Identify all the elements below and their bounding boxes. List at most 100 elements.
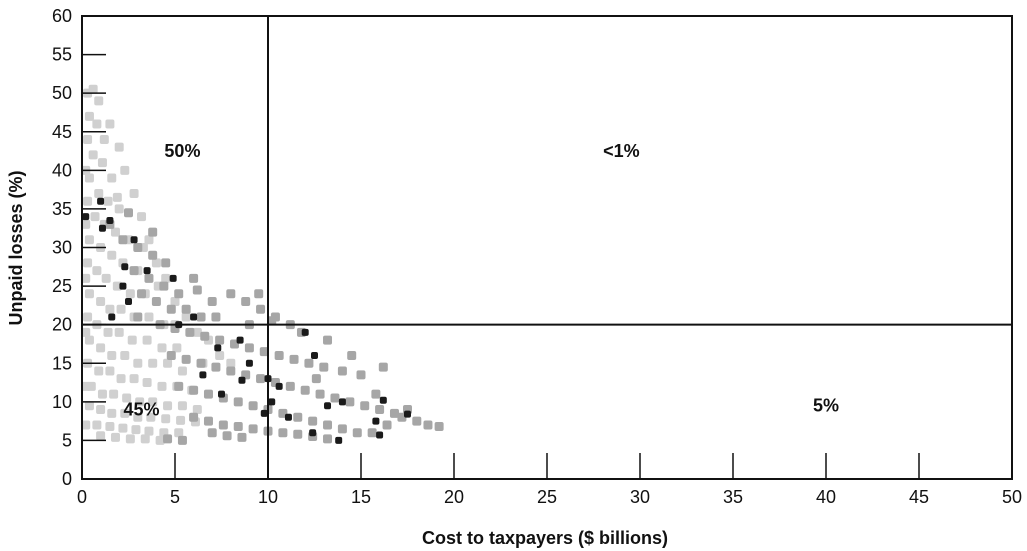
data-point (237, 432, 247, 442)
data-point (107, 250, 117, 260)
data-point (110, 432, 120, 442)
data-point (379, 396, 387, 404)
data-point (98, 224, 106, 232)
data-point (106, 216, 114, 224)
y-axis-title: Unpaid losses (%) (6, 170, 26, 325)
data-point (181, 354, 191, 364)
data-point (356, 370, 366, 380)
data-point (125, 298, 132, 306)
x-tick-label: 45 (909, 487, 929, 507)
labels: 50% <1% 45% 5% (124, 141, 840, 420)
y-tick-label: 10 (52, 392, 72, 412)
data-point (218, 420, 228, 430)
x-tick-label: 15 (351, 487, 371, 507)
data-point (105, 304, 115, 314)
data-point (434, 422, 444, 432)
x-tick-label: 50 (1002, 487, 1022, 507)
data-point (226, 358, 236, 368)
data-point (423, 420, 433, 430)
plot-frame (81, 15, 1013, 480)
data-point (192, 285, 202, 295)
data-point (233, 422, 243, 432)
data-point (97, 197, 105, 205)
data-point (304, 358, 314, 368)
x-tick-label: 30 (630, 487, 650, 507)
y-tick-label: 30 (52, 238, 72, 258)
data-point (233, 397, 243, 407)
data-point (259, 347, 269, 357)
data-point (125, 289, 135, 299)
region-label: 5% (813, 396, 839, 416)
data-point (142, 335, 152, 345)
y-tick-label: 25 (52, 276, 72, 296)
data-point (311, 352, 318, 360)
data-point (90, 212, 100, 222)
data-point (108, 313, 116, 321)
data-point (88, 84, 98, 94)
data-point (83, 196, 93, 206)
data-point (203, 416, 213, 426)
data-point (83, 134, 93, 144)
data-point (120, 351, 130, 361)
x-axis-title: Cost to taxpayers ($ billions) (422, 528, 668, 548)
data-point (196, 358, 206, 368)
data-point (99, 134, 109, 144)
data-point (185, 327, 195, 337)
data-point (146, 412, 156, 422)
data-point (412, 416, 422, 426)
data-point (122, 393, 132, 403)
data-point (345, 397, 355, 407)
data-point (129, 188, 139, 198)
data-point (137, 289, 147, 299)
data-point (131, 425, 141, 435)
data-point (151, 297, 161, 307)
data-point (378, 362, 388, 372)
data-point (92, 266, 102, 276)
y-tick-label: 45 (52, 122, 72, 142)
data-point (159, 281, 169, 291)
data-point (119, 282, 127, 290)
region-label: 50% (164, 141, 200, 161)
data-point (97, 158, 107, 168)
data-point (189, 273, 199, 283)
data-point (300, 385, 310, 395)
data-point (404, 410, 411, 418)
points-layer (81, 84, 444, 445)
data-point (105, 366, 115, 376)
data-point (293, 412, 303, 422)
data-point (203, 389, 213, 399)
x-tick-label: 40 (816, 487, 836, 507)
data-point (192, 327, 202, 337)
data-point (324, 402, 332, 410)
data-point (226, 289, 236, 299)
data-point (274, 351, 284, 361)
y-tick-label: 50 (52, 83, 72, 103)
x-tick-label: 35 (723, 487, 743, 507)
data-point (116, 374, 126, 384)
data-point (161, 273, 171, 283)
data-point (92, 119, 102, 129)
data-point (161, 258, 171, 268)
data-point (207, 297, 217, 307)
y-tick-label: 15 (52, 353, 72, 373)
data-point (96, 343, 106, 353)
data-point (278, 428, 288, 438)
data-point (163, 434, 173, 444)
data-point (83, 258, 93, 268)
data-point (330, 393, 340, 403)
data-point (166, 304, 176, 314)
data-point (174, 428, 184, 438)
data-point (338, 398, 346, 406)
data-point (207, 428, 217, 438)
x-tick-label: 5 (170, 487, 180, 507)
data-point (105, 119, 115, 129)
data-point (256, 304, 266, 314)
data-point (337, 366, 347, 376)
data-point (114, 142, 124, 152)
data-point (215, 335, 225, 345)
data-point (172, 343, 182, 353)
data-point (248, 424, 258, 434)
y-tick-label: 55 (52, 45, 72, 65)
data-point (236, 336, 244, 344)
data-point (238, 376, 246, 384)
